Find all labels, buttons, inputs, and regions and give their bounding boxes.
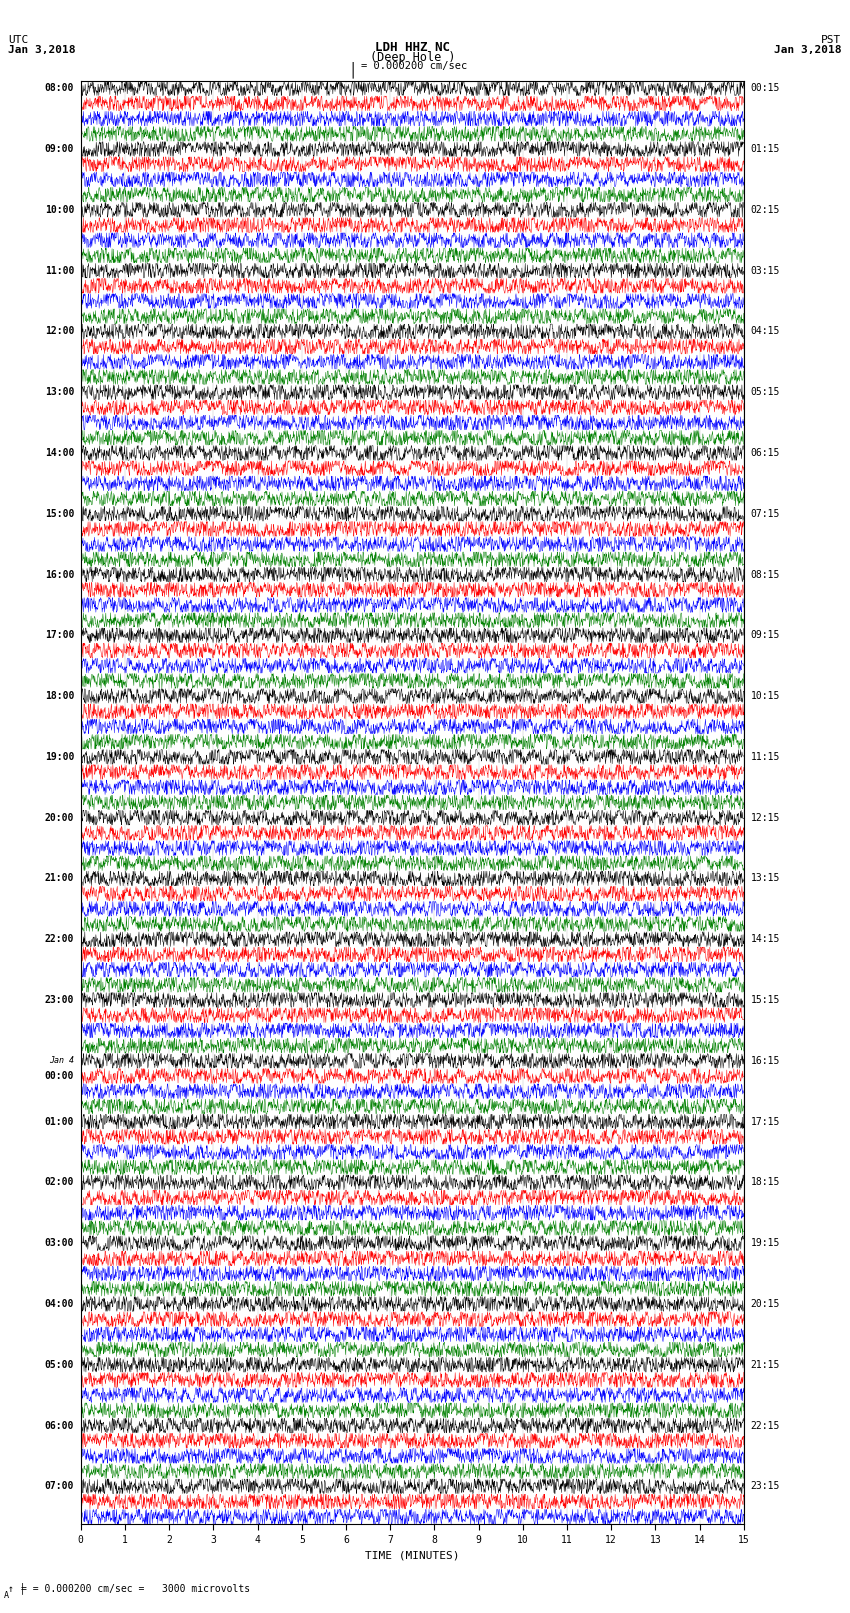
- Text: 11:00: 11:00: [45, 266, 74, 276]
- Text: 20:15: 20:15: [751, 1298, 779, 1308]
- Text: 12:15: 12:15: [751, 813, 779, 823]
- Text: 22:00: 22:00: [45, 934, 74, 944]
- Text: 05:00: 05:00: [45, 1360, 74, 1369]
- Text: 03:00: 03:00: [45, 1239, 74, 1248]
- Text: = 0.000200 cm/sec: = 0.000200 cm/sec: [361, 61, 468, 71]
- Text: 10:00: 10:00: [45, 205, 74, 215]
- Text: = = 0.000200 cm/sec =   3000 microvolts: = = 0.000200 cm/sec = 3000 microvolts: [21, 1584, 251, 1594]
- Text: 09:15: 09:15: [751, 631, 779, 640]
- Text: Jan 3,2018: Jan 3,2018: [774, 45, 842, 55]
- Text: ↑ │: ↑ │: [8, 1582, 26, 1594]
- Text: Jan 3,2018: Jan 3,2018: [8, 45, 76, 55]
- Text: 01:00: 01:00: [45, 1116, 74, 1126]
- Text: │: │: [348, 61, 357, 77]
- X-axis label: TIME (MINUTES): TIME (MINUTES): [365, 1550, 460, 1560]
- Text: 01:15: 01:15: [751, 144, 779, 153]
- Text: 04:15: 04:15: [751, 326, 779, 337]
- Text: 15:15: 15:15: [751, 995, 779, 1005]
- Text: 10:15: 10:15: [751, 690, 779, 702]
- Text: 21:15: 21:15: [751, 1360, 779, 1369]
- Text: 13:15: 13:15: [751, 874, 779, 884]
- Text: LDH HHZ NC: LDH HHZ NC: [375, 40, 450, 55]
- Text: 07:00: 07:00: [45, 1481, 74, 1492]
- Text: UTC: UTC: [8, 35, 29, 45]
- Text: 00:00: 00:00: [45, 1071, 74, 1081]
- Text: 11:15: 11:15: [751, 752, 779, 761]
- Text: 23:15: 23:15: [751, 1481, 779, 1492]
- Text: 06:15: 06:15: [751, 448, 779, 458]
- Text: 06:00: 06:00: [45, 1421, 74, 1431]
- Text: 00:15: 00:15: [751, 84, 779, 94]
- Text: 22:15: 22:15: [751, 1421, 779, 1431]
- Text: (Deep Hole ): (Deep Hole ): [370, 50, 455, 65]
- Text: Jan 4: Jan 4: [49, 1057, 74, 1065]
- Text: 18:00: 18:00: [45, 690, 74, 702]
- Text: 09:00: 09:00: [45, 144, 74, 153]
- Text: 07:15: 07:15: [751, 508, 779, 519]
- Text: 16:15: 16:15: [751, 1057, 779, 1066]
- Text: 13:00: 13:00: [45, 387, 74, 397]
- Text: 03:15: 03:15: [751, 266, 779, 276]
- Text: 19:15: 19:15: [751, 1239, 779, 1248]
- Text: 05:15: 05:15: [751, 387, 779, 397]
- Text: A: A: [4, 1590, 9, 1600]
- Text: 21:00: 21:00: [45, 874, 74, 884]
- Text: 02:15: 02:15: [751, 205, 779, 215]
- Text: 17:15: 17:15: [751, 1116, 779, 1126]
- Text: 23:00: 23:00: [45, 995, 74, 1005]
- Text: 02:00: 02:00: [45, 1177, 74, 1187]
- Text: 15:00: 15:00: [45, 508, 74, 519]
- Text: 12:00: 12:00: [45, 326, 74, 337]
- Text: 08:15: 08:15: [751, 569, 779, 579]
- Text: 14:00: 14:00: [45, 448, 74, 458]
- Text: 14:15: 14:15: [751, 934, 779, 944]
- Text: 20:00: 20:00: [45, 813, 74, 823]
- Text: 17:00: 17:00: [45, 631, 74, 640]
- Text: 19:00: 19:00: [45, 752, 74, 761]
- Text: 04:00: 04:00: [45, 1298, 74, 1308]
- Text: 18:15: 18:15: [751, 1177, 779, 1187]
- Text: 08:00: 08:00: [45, 84, 74, 94]
- Text: 16:00: 16:00: [45, 569, 74, 579]
- Text: PST: PST: [821, 35, 842, 45]
